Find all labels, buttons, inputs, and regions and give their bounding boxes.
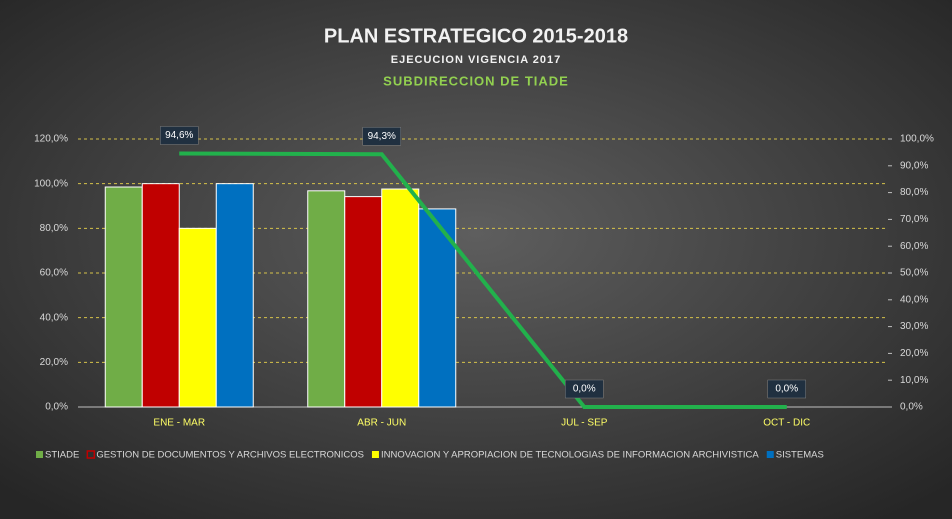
- y2-tick-label: 70,0%: [900, 214, 928, 225]
- legend-swatch: [371, 451, 379, 458]
- data-label-box: [767, 379, 806, 399]
- data-label-box: [362, 127, 401, 146]
- line-series: [179, 151, 787, 409]
- y-tick-label: 0,0%: [45, 402, 68, 413]
- chart-subheading: SUBDIRECCION DE TIADE: [383, 73, 569, 88]
- y2-tick-label: 80,0%: [900, 187, 928, 198]
- bar: [344, 196, 383, 408]
- x-tick-label: JUL - SEP: [561, 418, 608, 429]
- y-tick-label: 20,0%: [40, 357, 68, 368]
- y2-tick-label: 0,0%: [900, 402, 923, 413]
- y-tick-label: 40,0%: [40, 312, 68, 323]
- y2-tick-label: 60,0%: [900, 241, 928, 252]
- y-tick-label: 120,0%: [34, 134, 68, 145]
- bar: [104, 186, 143, 408]
- y2-tick-label: 100,0%: [900, 134, 934, 145]
- chart-title: PLAN ESTRATEGICO 2015-2018: [324, 25, 628, 47]
- bar: [178, 227, 217, 408]
- data-label: 0,0%: [573, 384, 596, 395]
- y2-tick-label: 40,0%: [900, 294, 928, 305]
- x-tick-label: ENE - MAR: [153, 418, 205, 429]
- legend-swatch: [766, 451, 774, 458]
- x-tick-label: ABR - JUN: [357, 418, 406, 429]
- legend-label: SISTEMAS: [776, 450, 824, 461]
- y2-tick-label: 20,0%: [900, 348, 928, 359]
- data-label: 0,0%: [775, 384, 798, 395]
- y-tick-label: 60,0%: [40, 268, 68, 279]
- data-label: 94,6%: [165, 130, 193, 141]
- bar: [141, 183, 180, 408]
- y2-tick-label: 90,0%: [900, 160, 928, 171]
- legend-label: INNOVACION Y APROPIACION DE TECNOLOGIAS …: [381, 450, 759, 461]
- chart-subtitle: EJECUCION VIGENCIA 2017: [391, 54, 562, 66]
- y-tick-label: 80,0%: [40, 223, 68, 234]
- bar: [215, 183, 254, 408]
- y2-tick-label: 10,0%: [900, 375, 928, 386]
- y-tick-label: 100,0%: [34, 178, 68, 189]
- legend-label: GESTION DE DOCUMENTOS Y ARCHIVOS ELECTRO…: [96, 450, 364, 461]
- legend-label: STIADE: [45, 450, 79, 461]
- legend-swatch: [86, 450, 96, 459]
- y2-tick-label: 50,0%: [900, 268, 928, 279]
- data-label-box: [160, 126, 199, 145]
- x-tick-label: OCT - DIC: [763, 418, 810, 429]
- bar: [381, 188, 420, 408]
- data-label-box: [565, 379, 604, 399]
- data-label: 94,3%: [368, 131, 396, 142]
- y2-tick-label: 30,0%: [900, 321, 928, 332]
- bar: [307, 190, 346, 408]
- legend-swatch: [36, 451, 43, 458]
